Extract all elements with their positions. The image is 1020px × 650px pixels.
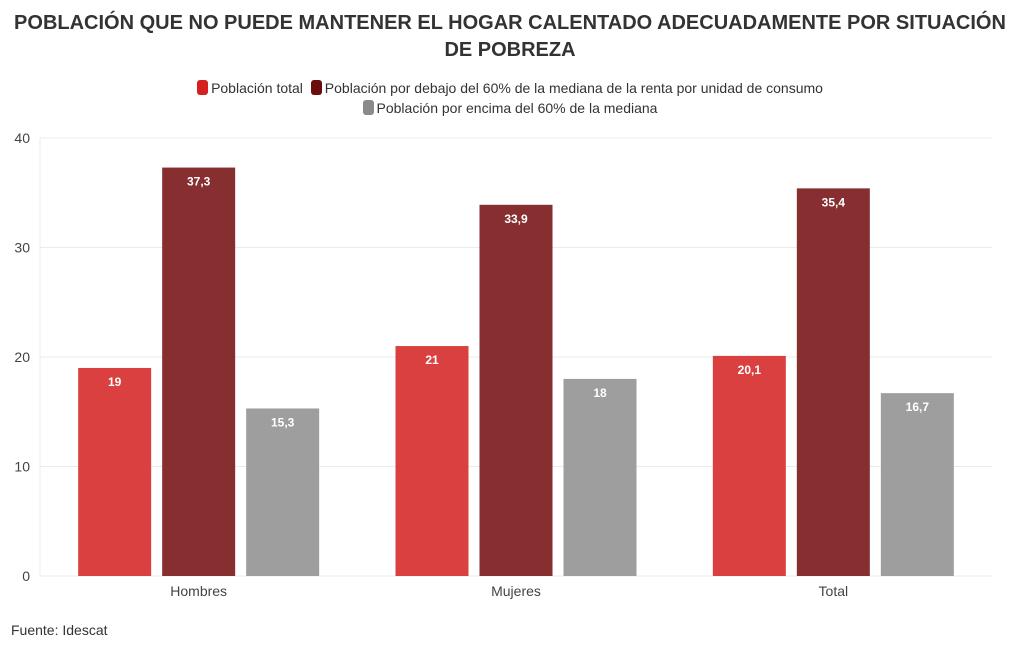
bar [395,346,469,576]
y-tick-label: 10 [14,459,30,475]
data-label: 18 [593,386,607,400]
source-note: Fuente: Idescat [11,622,108,638]
bar [880,393,954,576]
data-label: 37,3 [187,175,211,189]
x-tick-label: Total [819,583,849,599]
y-tick-label: 0 [22,568,30,584]
bar [162,167,236,576]
y-tick-label: 30 [14,240,30,256]
data-label: 20,1 [738,363,762,377]
data-label: 35,4 [822,195,846,209]
y-tick-label: 20 [14,349,30,365]
bar [479,204,553,577]
data-label: 19 [108,375,122,389]
bar [796,188,870,576]
data-label: 33,9 [504,212,528,226]
data-label: 21 [425,353,439,367]
y-tick-label: 40 [14,130,30,146]
legend-swatch [197,80,209,95]
legend-item-below[interactable]: Población por debajo del 60% de la media… [310,78,823,98]
data-label: 15,3 [271,415,295,429]
chart-title: POBLACIÓN QUE NO PUEDE MANTENER EL HOGAR… [14,12,1006,61]
bar [246,408,320,576]
legend-swatch [310,80,322,95]
bar [78,367,152,576]
x-tick-label: Mujeres [491,583,541,599]
bar [712,355,786,576]
legend-swatch [362,100,374,115]
legend-item-total[interactable]: Población total [197,78,303,98]
bar [563,378,637,576]
data-label: 16,7 [906,400,930,414]
legend-item-above[interactable]: Población por encima del 60% de la media… [362,98,658,118]
legend-label: Población por encima del 60% de la media… [376,100,658,116]
legend-label: Población por debajo del 60% de la media… [324,80,823,96]
x-tick-label: Hombres [170,583,227,599]
legend: Población total Población por debajo del… [0,78,1020,118]
legend-label: Población total [211,80,303,96]
